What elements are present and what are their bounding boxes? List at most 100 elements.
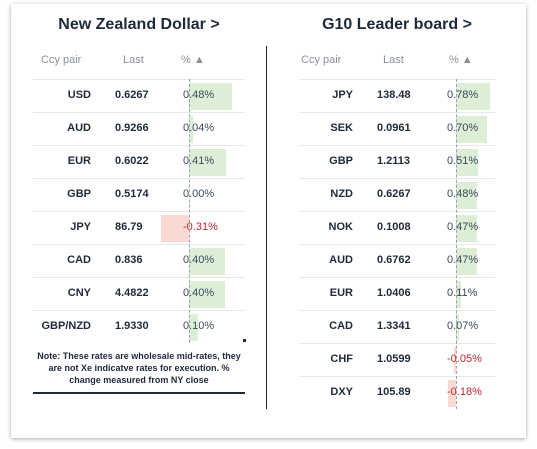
last-rate: 0.0961	[377, 122, 411, 134]
ccy-pair: GBP	[329, 155, 353, 167]
last-rate: 105.89	[377, 386, 411, 398]
ccy-pair: CNY	[67, 287, 91, 299]
pct-change: 0.07%	[447, 320, 479, 332]
rate-row[interactable]: GBP 0.5174 0.00%	[33, 178, 245, 211]
last-rate: 0.6267	[115, 89, 149, 101]
change-bar	[456, 314, 460, 341]
ccy-pair: CAD	[329, 320, 353, 332]
g10-table-header: Ccy pair Last % ▲	[299, 54, 495, 78]
last-rate: 0.836	[115, 254, 143, 266]
change-bar	[161, 215, 189, 242]
g10-panel-title[interactable]: G10 Leader board >	[322, 16, 472, 33]
rate-row[interactable]: EUR 0.6022 0.41%	[33, 145, 245, 178]
change-bar	[189, 149, 226, 176]
pct-change: 0.00%	[183, 188, 215, 200]
ccy-pair: JPY	[70, 221, 91, 233]
ccy-pair: GBP	[67, 188, 91, 200]
zero-line	[189, 79, 190, 343]
pct-change: 0.70%	[447, 122, 479, 134]
last-rate: 0.6022	[115, 155, 149, 167]
last-rate: 0.9266	[115, 122, 149, 134]
rate-row[interactable]: DXY 105.89 -0.18%	[299, 376, 495, 409]
pct-change: 0.40%	[183, 254, 215, 266]
disclaimer-note: Note: These rates are wholesale mid-rate…	[33, 350, 245, 394]
rate-row[interactable]: SEK 0.0961 0.70%	[299, 112, 495, 145]
ccy-pair: CHF	[330, 353, 353, 365]
ccy-pair: SEK	[330, 122, 353, 134]
change-bar	[189, 281, 225, 308]
nzd-rows: USD 0.6267 0.48% AUD 0.9266 0.04% EUR 0.6022 0.4…	[33, 79, 245, 343]
last-rate: 86.79	[115, 221, 143, 233]
last-rate: 1.3341	[377, 320, 411, 332]
ccy-pair: NZD	[330, 188, 353, 200]
change-bar	[189, 314, 198, 341]
pct-change: -0.05%	[447, 353, 482, 365]
last-rate: 4.4822	[115, 287, 149, 299]
rate-row[interactable]: CNY 4.4822 0.40%	[33, 277, 245, 310]
last-rate: 1.2113	[377, 155, 411, 167]
last-rate: 0.6267	[377, 188, 411, 200]
rate-row[interactable]: CAD 0.836 0.40%	[33, 244, 245, 277]
change-bar	[456, 281, 461, 308]
ccy-pair: EUR	[329, 287, 353, 299]
change-bar	[456, 248, 477, 275]
change-bar	[448, 380, 456, 407]
ccy-pair: AUD	[67, 122, 91, 134]
pct-change: -0.18%	[447, 386, 482, 398]
ccy-pair: AUD	[329, 254, 353, 266]
nzd-table-header: Ccy pair Last % ▲	[33, 54, 245, 78]
header-last: Last	[383, 54, 404, 66]
last-rate: 0.5174	[115, 188, 149, 200]
change-bar	[453, 347, 456, 374]
g10-rows: JPY 138.48 0.78% SEK 0.0961 0.70% GBP 1.2113 0.5…	[299, 79, 495, 409]
ccy-pair: JPY	[332, 89, 353, 101]
header-last: Last	[123, 54, 144, 66]
rate-row[interactable]: USD 0.6267 0.48%	[33, 79, 245, 112]
pct-change: 0.51%	[447, 155, 479, 167]
last-rate: 1.9330	[115, 320, 149, 332]
nzd-panel-title[interactable]: New Zealand Dollar >	[58, 16, 220, 33]
last-rate: 0.1008	[377, 221, 411, 233]
zero-line	[456, 79, 457, 409]
rate-row[interactable]: JPY 86.79 -0.31%	[33, 211, 245, 244]
rate-row[interactable]: AUD 0.9266 0.04%	[33, 112, 245, 145]
change-bar	[189, 83, 233, 110]
pct-change: 0.11%	[447, 287, 478, 299]
ccy-pair: DXY	[330, 386, 353, 398]
rate-row[interactable]: AUD 0.6762 0.47%	[299, 244, 495, 277]
last-rate: 138.48	[377, 89, 411, 101]
ccy-pair: GBP/NZD	[41, 320, 92, 332]
pct-change: 0.48%	[447, 188, 479, 200]
rate-row[interactable]: JPY 138.48 0.78%	[299, 79, 495, 112]
rate-row[interactable]: NZD 0.6267 0.48%	[299, 178, 495, 211]
pct-change: 0.47%	[447, 221, 479, 233]
change-bar	[456, 182, 478, 209]
pct-change: 0.48%	[183, 89, 215, 101]
header-pct-sort[interactable]: % ▲	[449, 54, 473, 66]
rate-row[interactable]: GBP/NZD 1.9330 0.10%	[33, 310, 245, 343]
header-ccy-pair: Ccy pair	[41, 54, 82, 66]
rate-row[interactable]: EUR 1.0406 0.11%	[299, 277, 495, 310]
change-bar	[456, 83, 491, 110]
ccy-pair: EUR	[67, 155, 91, 167]
rate-row[interactable]: NOK 0.1008 0.47%	[299, 211, 495, 244]
change-bar	[189, 116, 193, 143]
scroll-handle[interactable]	[243, 339, 246, 342]
change-bar	[456, 116, 487, 143]
pct-change: 0.47%	[447, 254, 479, 266]
pct-change: -0.31%	[183, 221, 218, 233]
rate-row[interactable]: CHF 1.0599 -0.05%	[299, 343, 495, 376]
change-bar	[189, 248, 225, 275]
header-ccy-pair: Ccy pair	[301, 54, 342, 66]
rate-row[interactable]: CAD 1.3341 0.07%	[299, 310, 495, 343]
header-pct-sort[interactable]: % ▲	[181, 54, 205, 66]
last-rate: 0.6762	[377, 254, 411, 266]
rates-card: New Zealand Dollar > Ccy pair Last % ▲ U…	[11, 4, 526, 438]
ccy-pair: USD	[67, 89, 91, 101]
rate-row[interactable]: GBP 1.2113 0.51%	[299, 145, 495, 178]
pct-change: 0.10%	[183, 320, 215, 332]
panel-divider	[266, 46, 267, 409]
ccy-pair: CAD	[67, 254, 91, 266]
pct-change: 0.04%	[183, 122, 215, 134]
pct-change: 0.41%	[183, 155, 215, 167]
